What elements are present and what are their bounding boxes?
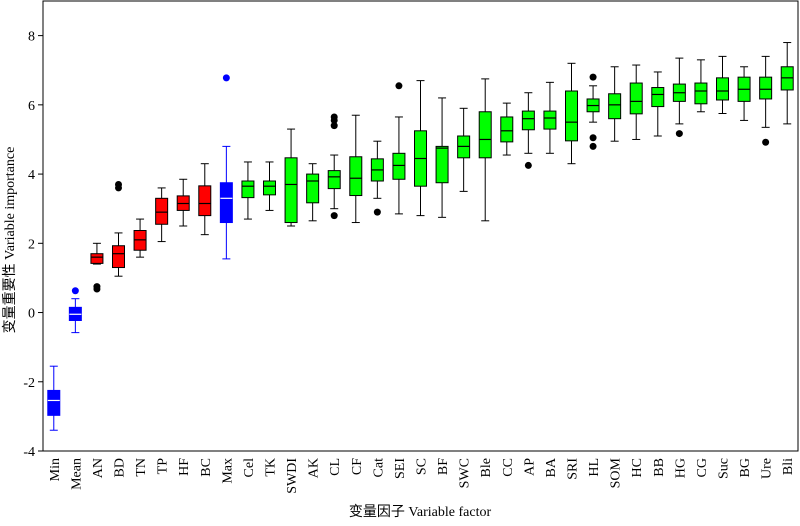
x-tick-label: AK [307,458,322,478]
x-tick-label: TN [134,458,149,477]
x-tick-label: CL [328,458,343,476]
box [716,77,729,101]
outlier [330,212,338,220]
x-tick-label: BD [113,458,128,477]
y-tick-label: 0 [28,307,35,322]
outlier [524,161,532,169]
x-tick-label: Min [48,458,63,481]
x-tick-label: Ble [479,458,494,477]
y-tick-label: -2 [23,376,35,391]
outlier [330,122,338,130]
box [90,253,104,264]
box [759,76,773,100]
box [219,182,233,224]
box [478,111,492,159]
x-tick-label: SWC [458,458,473,488]
y-axis-title: 变量重要性 Variable importance [2,147,18,334]
y-tick-label: 2 [28,237,35,252]
x-tick-label: HL [587,458,602,477]
outlier [93,285,101,293]
x-tick-label: HF [177,458,192,476]
outlier [71,287,79,295]
x-tick-label: TP [156,458,171,475]
x-tick-label: HC [630,458,645,477]
x-tick-label: Bli [781,458,796,475]
x-tick-label: SEI [393,458,408,479]
x-tick-label: Ure [760,458,775,479]
box [500,116,514,143]
y-tick-label: 4 [28,168,35,183]
outlier [589,73,597,81]
box [694,82,708,105]
x-tick-label: CG [695,458,710,477]
x-tick-label: Mean [69,458,84,490]
x-tick-label: BG [738,458,753,477]
box [47,389,61,416]
box [327,170,341,190]
box [198,185,212,217]
y-tick-label: 8 [28,30,35,45]
x-axis-title: 变量因子 Variable factor [349,504,492,520]
outlier [373,208,381,216]
x-tick-label: BC [199,458,214,477]
x-tick-label: Cat [371,458,386,478]
outlier [222,74,230,82]
box [241,180,255,199]
x-tick-label: CF [350,458,365,475]
plot-frame [42,0,799,452]
outlier [115,184,122,192]
x-tick-label: SOM [609,457,624,488]
x-tick-label: SRI [566,458,581,480]
box [284,157,298,224]
box [112,245,125,269]
y-tick-label: -4 [23,445,35,460]
x-tick-label: Suc [717,458,732,479]
x-tick-label: Max [220,458,235,484]
outlier [762,138,770,146]
x-tick-label: CC [501,458,516,477]
box [629,82,643,115]
outlier [589,134,597,142]
box [651,87,665,108]
x-tick-label: Cel [242,458,257,478]
x-tick-label: BA [544,457,559,477]
outlier [330,116,338,124]
box [543,110,557,130]
box [155,197,169,225]
outlier [675,130,683,138]
outlier [395,82,403,90]
box [565,90,578,142]
box [306,173,320,204]
x-tick-label: HG [673,458,688,478]
x-tick-label: SC [415,458,430,475]
box [263,180,276,196]
box [392,152,406,180]
x-tick-label: BB [652,458,667,477]
box [521,110,535,131]
box [608,93,622,120]
box [435,145,449,184]
outlier [589,142,597,150]
x-tick-label: TK [264,458,279,477]
x-tick-label: AP [522,458,537,476]
y-tick-label: 6 [28,99,35,114]
box [349,156,363,197]
x-tick-label: SWDI [285,458,300,494]
x-tick-label: BF [436,458,451,475]
x-tick-label: AN [91,458,106,478]
